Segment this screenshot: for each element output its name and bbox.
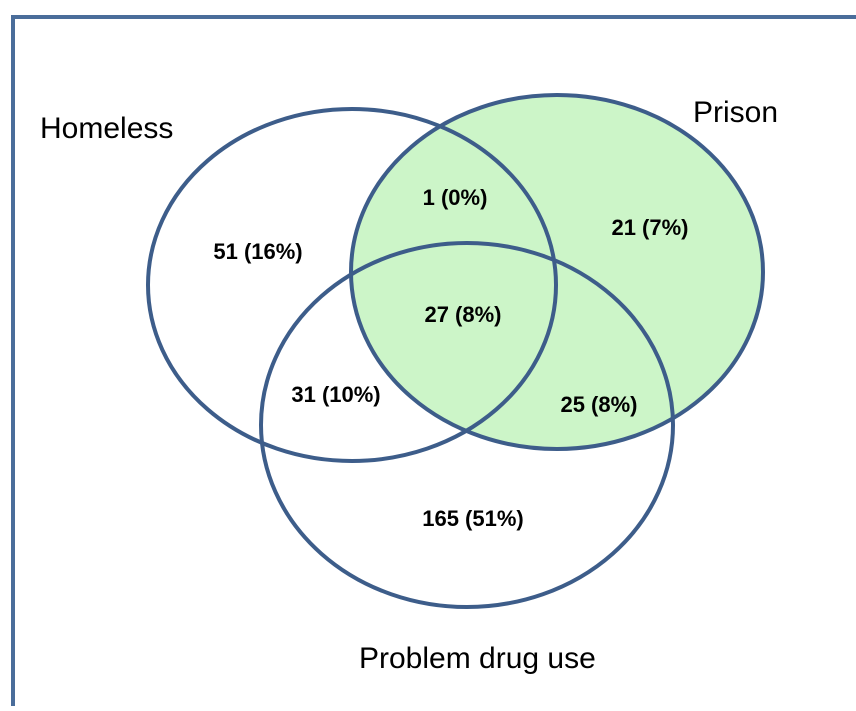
- homeless-circle: [146, 107, 558, 463]
- drug-set-label: Problem drug use: [359, 642, 596, 675]
- homeless-set-label: Homeless: [40, 112, 173, 145]
- region-all-three-label: 27 (8%): [424, 302, 501, 327]
- region-homeless-only-label: 51 (16%): [213, 239, 302, 264]
- prison-set-label: Prison: [693, 96, 778, 129]
- region-prison-only-label: 21 (7%): [611, 215, 688, 240]
- prison-circle: [349, 93, 765, 451]
- region-homeless-drug-label: 31 (10%): [291, 382, 380, 407]
- drug-circle: [259, 241, 675, 609]
- region-drug-only-label: 165 (51%): [422, 506, 524, 531]
- region-prison-drug-label: 25 (8%): [560, 392, 637, 417]
- region-homeless-prison-label: 1 (0%): [423, 185, 488, 210]
